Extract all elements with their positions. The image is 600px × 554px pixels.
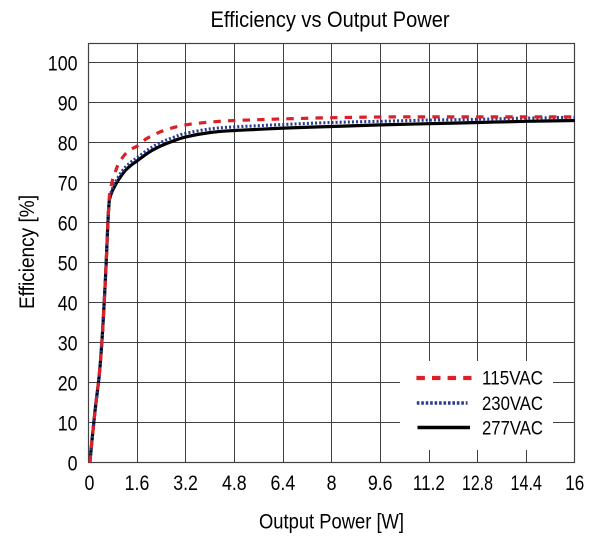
svg-text:1.6: 1.6 [125,471,150,495]
svg-text:40: 40 [58,291,78,315]
svg-text:50: 50 [58,251,78,275]
svg-text:30: 30 [58,331,78,355]
svg-text:80: 80 [58,131,78,155]
svg-text:14.4: 14.4 [510,471,542,495]
svg-text:115VAC: 115VAC [482,368,543,390]
svg-text:230VAC: 230VAC [482,393,543,415]
svg-text:100: 100 [48,51,78,75]
svg-text:0: 0 [68,451,78,475]
svg-text:9.6: 9.6 [368,471,393,495]
svg-text:0: 0 [84,471,94,495]
svg-text:8: 8 [327,471,337,495]
svg-text:90: 90 [58,91,78,115]
svg-text:6.4: 6.4 [271,471,296,495]
svg-text:12.8: 12.8 [462,471,493,495]
svg-text:4.8: 4.8 [222,471,247,495]
svg-text:Efficiency [%]: Efficiency [%] [15,195,39,309]
svg-text:11.2: 11.2 [413,471,445,495]
svg-text:20: 20 [58,371,78,395]
svg-text:277VAC: 277VAC [482,418,543,440]
svg-text:Efficiency vs Output Power: Efficiency vs Output Power [211,7,450,32]
svg-text:16: 16 [565,471,584,495]
svg-text:10: 10 [58,411,78,435]
svg-text:70: 70 [58,171,78,195]
svg-text:60: 60 [58,211,78,235]
svg-text:3.2: 3.2 [173,471,198,495]
svg-text:Output Power [W]: Output Power [W] [259,510,404,534]
